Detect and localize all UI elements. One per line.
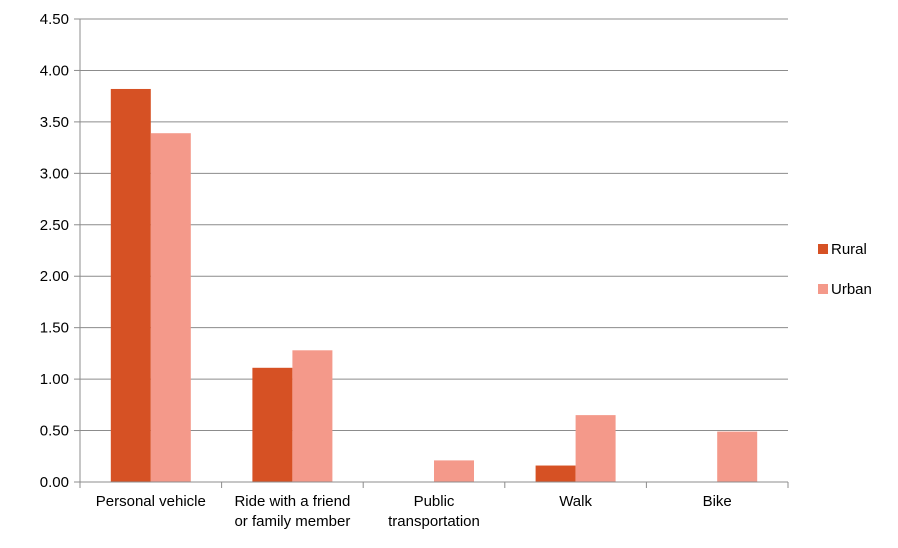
bar-urban-2 [434, 460, 474, 482]
category-label: Walk [559, 493, 592, 510]
y-tick-label: 4.00 [40, 62, 69, 79]
y-tick-labels: 0.00 0.50 1.00 1.50 2.00 2.50 3.00 3.50 4.00 4.50 [40, 11, 69, 491]
category-label-line: Walk [559, 493, 592, 510]
gridlines [80, 18, 788, 432]
bars [110, 88, 758, 482]
bar-rural-0 [110, 88, 151, 482]
category-labels: Personal vehicle Ride with a friend or fam… [96, 493, 732, 530]
category-label-line: Personal vehicle [96, 493, 206, 510]
category-label-line: transportation [388, 513, 480, 530]
y-tick-label: 4.50 [40, 11, 69, 28]
category-label-line: Ride with a friend [234, 493, 350, 510]
y-tick-label: 1.00 [40, 371, 69, 388]
bar-rural-1 [252, 367, 293, 482]
y-tick-label: 0.00 [40, 474, 69, 491]
bar-urban-1 [292, 350, 333, 482]
y-tick-label: 3.50 [40, 114, 69, 131]
y-tick-label: 1.50 [40, 320, 69, 337]
axes [74, 18, 789, 488]
category-label-line: or family member [234, 513, 350, 530]
category-label: Bike [703, 493, 732, 510]
legend-swatch-urban [818, 284, 828, 294]
category-label-line: Bike [703, 493, 732, 510]
category-label-line: Public [414, 493, 455, 510]
bar-urban-3 [575, 415, 616, 482]
bar-urban-4 [717, 431, 758, 482]
y-tick-label: 2.00 [40, 268, 69, 285]
legend-label-rural: Rural [831, 241, 867, 258]
bar-rural-3 [535, 465, 576, 482]
category-label: Public transportation [388, 493, 480, 530]
y-tick-label: 0.50 [40, 423, 69, 440]
bar-urban-0 [150, 133, 191, 482]
category-label: Ride with a friend or family member [234, 493, 350, 530]
legend-swatch-rural [818, 244, 828, 254]
legend-label-urban: Urban [831, 281, 872, 298]
y-tick-label: 3.00 [40, 165, 69, 182]
legend: Rural Urban [818, 241, 872, 298]
y-tick-label: 2.50 [40, 217, 69, 234]
category-label: Personal vehicle [96, 493, 206, 510]
